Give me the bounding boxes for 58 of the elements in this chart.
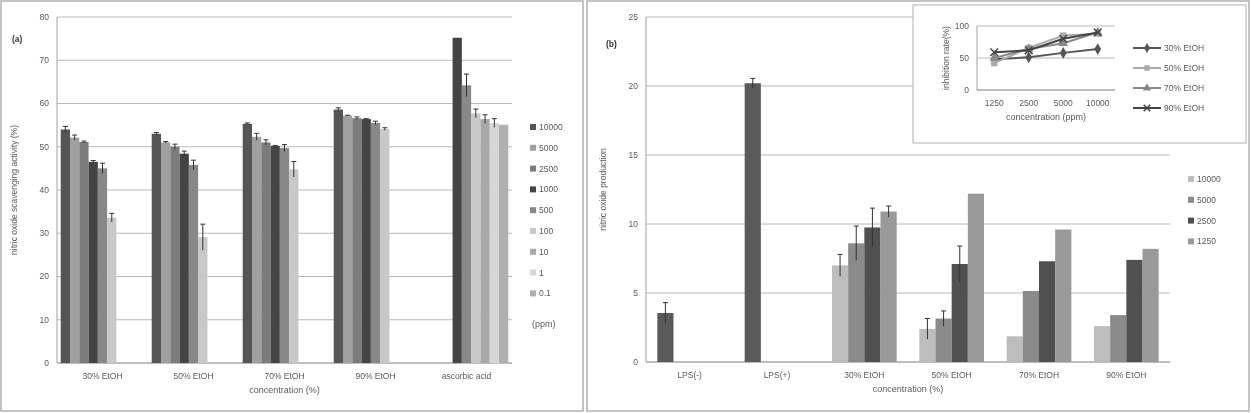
legend-label: 50% EtOH <box>1164 62 1205 73</box>
x-tick-label: LPS(+) <box>763 370 791 380</box>
x-tick-label: 2500 <box>1019 98 1039 108</box>
x-tick-label: 10000 <box>1085 98 1110 108</box>
text: (ppm) <box>532 319 556 329</box>
y-tick-label: 100 <box>954 20 970 31</box>
legend-label: 2500 <box>539 163 559 174</box>
legend-label: 0.1 <box>539 288 552 299</box>
y-axis-title: nitric oxide scavenging activity (%) <box>9 124 19 255</box>
legend-label: 5000 <box>1197 194 1217 205</box>
legend-label: 10 <box>539 246 549 257</box>
y-tick-label: 25 <box>628 11 639 22</box>
x-tick-label: 30% EtOH <box>82 371 123 381</box>
x-tick-label: 50% EtOH <box>173 371 214 381</box>
x-tick-label: 50% EtOH <box>931 370 972 380</box>
y-tick-label: 50 <box>959 52 970 63</box>
legend-label: 100 <box>539 225 554 236</box>
x-tick-label: 1250 <box>984 98 1004 108</box>
y-tick-label: 50 <box>39 141 50 152</box>
x-tick-label: 70% EtOH <box>264 371 305 381</box>
y-axis-title: inhibition rate(%) <box>941 25 951 90</box>
y-tick-label: 0 <box>633 356 639 367</box>
y-tick-label: 70 <box>39 55 50 66</box>
x-tick-label: ascorbic acid <box>441 371 492 381</box>
x-tick-label: LPS(-) <box>677 370 703 380</box>
y-tick-label: 15 <box>628 149 639 160</box>
legend-label: 2500 <box>1197 215 1217 226</box>
y-tick-label: 10 <box>628 218 639 229</box>
legend-label: 1250 <box>1197 236 1217 247</box>
y-tick-label: 0 <box>44 357 50 368</box>
x-axis-title: concentration (%) <box>249 385 320 395</box>
legend-label: 1000 <box>539 184 559 195</box>
legend-label: 10000 <box>1197 173 1221 184</box>
y-tick-label: 0 <box>964 84 970 95</box>
legend-label: 70% EtOH <box>1164 82 1205 93</box>
legend-label: 500 <box>539 205 554 216</box>
legend-label: 10000 <box>539 121 563 132</box>
x-tick-label: 90% EtOH <box>1106 370 1147 380</box>
y-tick-label: 80 <box>39 11 50 22</box>
x-tick-label: 30% EtOH <box>844 370 885 380</box>
y-tick-label: 20 <box>39 271 50 282</box>
y-tick-label: 10 <box>39 314 50 325</box>
legend-label: 5000 <box>539 142 559 153</box>
x-axis-title: concentration (ppm) <box>1005 112 1087 122</box>
x-tick-label: 5000 <box>1053 98 1073 108</box>
text: (a) <box>12 34 23 44</box>
y-tick-label: 60 <box>39 98 50 109</box>
y-axis-title: nitric oxide production <box>598 147 608 231</box>
text: (b) <box>606 39 618 49</box>
y-tick-label: 20 <box>628 80 639 91</box>
y-tick-label: 30 <box>39 228 50 239</box>
x-tick-label: 90% EtOH <box>355 371 396 381</box>
x-axis-title: concentration (%) <box>872 384 944 394</box>
legend-label: 1 <box>539 267 544 278</box>
x-tick-label: 70% EtOH <box>1018 370 1060 380</box>
y-tick-label: 5 <box>633 287 639 298</box>
y-tick-label: 40 <box>39 184 50 195</box>
legend-label: 30% EtOH <box>1164 42 1205 53</box>
